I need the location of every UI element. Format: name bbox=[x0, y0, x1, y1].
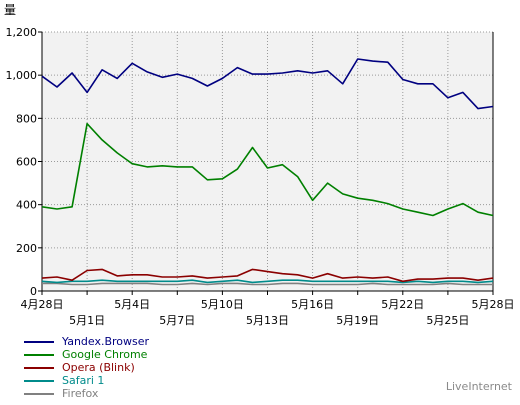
legend-label: Firefox bbox=[62, 387, 99, 400]
legend: Yandex.Browser Google Chrome Opera (Blin… bbox=[24, 335, 149, 400]
x-tick-label: 5月10日 bbox=[201, 298, 244, 311]
legend-item[interactable]: Firefox bbox=[24, 387, 149, 400]
y-tick-label: 200 bbox=[16, 242, 37, 255]
x-tick-label: 5月13日 bbox=[246, 314, 289, 327]
x-tick-label: 5月16日 bbox=[291, 298, 334, 311]
series-line bbox=[41, 268, 494, 283]
legend-item[interactable]: Opera (Blink) bbox=[24, 361, 149, 374]
legend-label: Yandex.Browser bbox=[62, 335, 150, 348]
legend-item[interactable]: Safari 1 bbox=[24, 374, 149, 387]
y-tick-label: 600 bbox=[16, 156, 37, 169]
y-tick-label: 1,200 bbox=[6, 26, 38, 39]
legend-swatch bbox=[24, 379, 54, 382]
y-tick-label: 800 bbox=[16, 112, 37, 125]
series-line bbox=[41, 279, 494, 284]
y-tick-label: 1,000 bbox=[6, 69, 38, 82]
legend-label: Safari 1 bbox=[62, 374, 105, 387]
x-tick-label: 5月19日 bbox=[336, 314, 379, 327]
legend-swatch bbox=[24, 340, 54, 343]
x-tick-label: 5月25日 bbox=[426, 314, 469, 327]
x-tick-label: 5月1日 bbox=[69, 314, 105, 327]
x-tick-label: 5月4日 bbox=[114, 298, 150, 311]
x-tick-label: 4月28日 bbox=[21, 298, 64, 311]
legend-swatch bbox=[24, 366, 54, 369]
y-axis-label: 量 bbox=[4, 3, 16, 17]
legend-label: Google Chrome bbox=[62, 348, 148, 361]
watermark: LiveInternet bbox=[445, 380, 512, 393]
y-tick-label: 0 bbox=[30, 285, 37, 298]
x-tick-label: 5月7日 bbox=[159, 314, 195, 327]
legend-swatch bbox=[24, 392, 54, 395]
series-line bbox=[41, 122, 494, 217]
legend-swatch bbox=[24, 353, 54, 356]
y-tick-label: 400 bbox=[16, 199, 37, 212]
legend-item[interactable]: Google Chrome bbox=[24, 348, 149, 361]
line-chart: 0 200 400 600 800 1,000 1,200 量 4月28日 5月1日 5月4日 5月7… bbox=[4, 3, 515, 327]
x-tick-label: 5月22日 bbox=[381, 298, 424, 311]
series-line bbox=[42, 282, 493, 286]
legend-label: Opera (Blink) bbox=[62, 361, 135, 374]
legend-item[interactable]: Yandex.Browser bbox=[24, 335, 149, 348]
x-tick-label: 5月28日 bbox=[472, 298, 515, 311]
series-line bbox=[41, 58, 494, 110]
